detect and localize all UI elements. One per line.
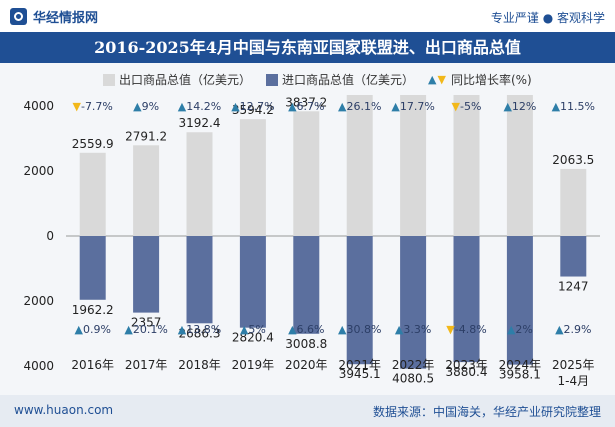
export-growth-label: ▲26.1% — [338, 100, 381, 113]
export-bar — [400, 95, 427, 236]
import-bar — [453, 236, 480, 363]
import-growth-label: ▲6.6% — [288, 323, 324, 336]
x-tick-label: 2023年 — [445, 358, 488, 372]
export-growth-label: ▲12% — [503, 100, 536, 113]
brand-name: 华经情报网 — [33, 11, 99, 26]
import-bar — [400, 236, 427, 369]
import-value-label: 2820.4 — [232, 331, 274, 345]
header-tagline: 专业严谨 ● 客观科学 — [490, 11, 605, 25]
export-bar — [346, 95, 373, 236]
export-value-label: 3837.2 — [285, 95, 327, 109]
export-bar — [239, 119, 266, 236]
export-bar — [293, 111, 320, 236]
export-growth-label: ▲6.7% — [288, 100, 324, 113]
import-value-label: 2357 — [131, 316, 162, 330]
chart-title: 2016-2025年4月中国与东南亚国家联盟进、出口商品总值 — [0, 32, 615, 63]
brand-logo-icon — [10, 8, 27, 25]
y-tick-label: 2000 — [23, 294, 54, 308]
footer-source: 数据来源：中国海关，华经产业研究院整理 — [372, 405, 601, 419]
import-value-label: 1247 — [558, 280, 589, 294]
legend-rate-up-icon: ▲ — [428, 73, 437, 86]
legend-rate-down-icon: ▼ — [437, 73, 446, 86]
legend-export-label: 出口商品总值（亿美元） — [119, 73, 252, 87]
import-bar — [560, 236, 587, 277]
x-tick-label: 2022年 — [392, 358, 435, 372]
x-tick-label: 2021年 — [338, 358, 381, 372]
y-tick-label: 4000 — [23, 359, 54, 373]
export-growth-label: ▲9% — [133, 100, 159, 113]
x-tick-label: 2017年 — [125, 358, 168, 372]
brand[interactable]: 华经情报网 — [10, 7, 98, 26]
import-growth-label: ▲5% — [240, 323, 266, 336]
export-growth-label: ▼-7.7% — [73, 100, 113, 113]
import-value-label: 4080.5 — [392, 372, 434, 386]
legend-import-label: 进口商品总值（亿美元） — [282, 73, 415, 87]
import-growth-label: ▲2.9% — [555, 323, 591, 336]
export-growth-label: ▲14.2% — [178, 100, 221, 113]
legend-export-swatch — [103, 73, 115, 86]
import-bar — [293, 236, 320, 334]
export-value-label: 2791.2 — [125, 129, 167, 143]
import-growth-label: ▲3.3% — [395, 323, 431, 336]
export-bar — [560, 168, 587, 236]
import-growth-label: ▲2% — [507, 323, 533, 336]
export-bar — [133, 145, 160, 236]
import-value-label: 2686.3 — [179, 326, 221, 340]
import-bar — [239, 236, 266, 328]
export-bar — [186, 132, 213, 236]
export-value-label: 3594.2 — [232, 103, 274, 117]
y-tick-label: 4000 — [23, 99, 54, 113]
x-tick-label: 2019年 — [232, 358, 275, 372]
export-bar — [453, 95, 480, 236]
import-growth-label: ▲30.8% — [338, 323, 381, 336]
x-tick-label: 2025年 — [552, 358, 595, 372]
footer: www.huaon.com 数据来源：中国海关，华经产业研究院整理 — [0, 395, 615, 427]
import-bar — [79, 236, 106, 300]
import-bar — [346, 236, 373, 365]
export-growth-label: ▼-5% — [452, 100, 482, 113]
footer-url[interactable]: www.huaon.com — [14, 403, 114, 417]
import-growth-label: ▲13.8% — [178, 323, 221, 336]
import-value-label: 1962.2 — [72, 303, 114, 317]
export-growth-label: ▲17.7% — [391, 100, 434, 113]
export-bar — [506, 95, 533, 237]
x-tick-label: 1-4月 — [557, 374, 589, 388]
import-growth-label: ▲20.1% — [124, 323, 167, 336]
import-bar — [186, 236, 213, 324]
import-value-label: 3008.8 — [285, 337, 327, 351]
x-tick-label: 2016年 — [71, 358, 114, 372]
x-tick-label: 2018年 — [178, 358, 221, 372]
legend-import: 进口商品总值（亿美元） — [266, 71, 414, 88]
x-tick-label: 2020年 — [285, 358, 328, 372]
export-growth-label: ▲11.5% — [552, 100, 595, 113]
chart-plot: 800060004000200002000400060002559.91962.… — [23, 95, 600, 388]
export-value-label: 2063.5 — [552, 153, 594, 167]
y-tick-label: 0 — [46, 229, 54, 243]
export-value-label: 3192.4 — [179, 116, 221, 130]
import-bar — [506, 236, 533, 365]
import-value-label: 3880.4 — [446, 365, 488, 379]
legend-import-swatch — [266, 73, 278, 86]
import-value-label: 3945.1 — [339, 367, 381, 381]
legend-rate: ▲ ▼ 同比增长率(%) — [428, 71, 532, 88]
import-growth-label: ▼-4.8% — [446, 323, 486, 336]
import-value-label: 3958.1 — [499, 368, 541, 382]
y-tick-label: 2000 — [23, 164, 54, 178]
legend-rate-label: 同比增长率(%) — [450, 73, 532, 87]
chart-legend: 出口商品总值（亿美元） 进口商品总值（亿美元） ▲ ▼ 同比增长率(%) — [0, 69, 615, 89]
import-bar — [133, 236, 160, 313]
export-growth-label: ▲12.7% — [231, 100, 274, 113]
export-value-label: 2559.9 — [72, 137, 114, 151]
legend-export: 出口商品总值（亿美元） — [103, 71, 251, 88]
import-growth-label: ▲0.9% — [74, 323, 110, 336]
x-tick-label: 2024年 — [499, 358, 542, 372]
top-bar: 华经情报网 专业严谨 ● 客观科学 — [0, 0, 615, 32]
export-bar — [79, 152, 106, 236]
